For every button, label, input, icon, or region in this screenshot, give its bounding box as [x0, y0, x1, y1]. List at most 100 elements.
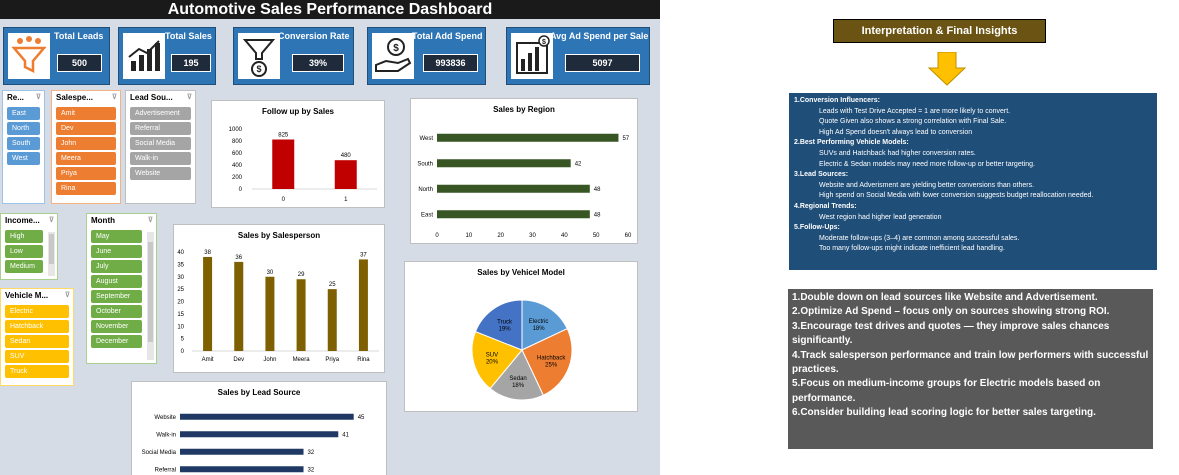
- slicer-item[interactable]: July: [91, 260, 142, 273]
- slicer-item[interactable]: May: [91, 230, 142, 243]
- insight-line: SUVs and Hatchback had higher conversion…: [819, 149, 976, 157]
- chart-followup-by-sales: 0 200 400 600 800 1000 825 0 480 1 Follow up by S…: [211, 100, 385, 208]
- y-tick-label: 0: [181, 349, 185, 355]
- slicer-item[interactable]: Rina: [56, 182, 116, 195]
- slicer-region[interactable]: Re... ⊽ East North South West: [2, 90, 45, 204]
- slicer-item[interactable]: October: [91, 305, 142, 318]
- bar: [437, 133, 619, 142]
- data-label: 30: [267, 270, 274, 276]
- clear-filter-icon[interactable]: ⊽: [111, 94, 117, 101]
- kpi-total-add-spend: $ Total Add Spend 993836: [367, 27, 486, 85]
- x-tick-label: 50: [593, 233, 600, 239]
- y-tick-label: West: [419, 136, 433, 142]
- slicer-item[interactable]: December: [91, 335, 142, 348]
- slicer-item[interactable]: Walk-in: [130, 152, 191, 165]
- recommendation-item: 5.Focus on medium-income groups for Elec…: [792, 378, 1101, 404]
- data-label: 29: [298, 272, 305, 278]
- slicer-item[interactable]: South: [7, 137, 40, 150]
- down-arrow-icon: [927, 51, 967, 91]
- y-tick-label: 600: [232, 151, 243, 157]
- x-tick-label: John: [263, 357, 276, 363]
- insight-heading: 5.Follow-Ups:: [794, 224, 840, 232]
- recommendations-box: 1.Double down on lead sources like Websi…: [788, 289, 1153, 449]
- kpi-avg-ad-spend: $ Avg Ad Spend per Sale 5097: [506, 27, 650, 85]
- clear-filter-icon[interactable]: ⊽: [48, 217, 54, 224]
- chart-sales-by-salesperson: 0 5 10 15 20 25 30 35 40 38 Amit 36 Dev 30 John 29 Meera…: [173, 224, 385, 373]
- bar: [296, 279, 306, 351]
- data-label: 38: [204, 250, 211, 256]
- slicer-item[interactable]: Priya: [56, 167, 116, 180]
- x-tick-label: 0: [435, 233, 439, 239]
- slicer-item[interactable]: Medium: [5, 260, 43, 273]
- slicer-item[interactable]: June: [91, 245, 142, 258]
- clear-filter-icon[interactable]: ⊽: [35, 94, 41, 101]
- x-tick-label: 30: [529, 233, 536, 239]
- insight-line: Electric & Sedan models may need more fo…: [819, 160, 1035, 168]
- slicer-lead-source[interactable]: Lead Sou... ⊽ Advertisement Referral Soci…: [125, 90, 196, 204]
- slicer-income[interactable]: Income... ⊽ High Low Medium: [0, 213, 58, 280]
- slicer-item[interactable]: Dev: [56, 122, 116, 135]
- y-tick-label: 30: [177, 275, 184, 281]
- slicer-item[interactable]: North: [7, 122, 40, 135]
- slicer-item[interactable]: High: [5, 230, 43, 243]
- slicer-scrollbar[interactable]: [48, 232, 55, 276]
- slicer-salesperson[interactable]: Salespe... ⊽ Amit Dev John Meera Priya Ri…: [51, 90, 121, 204]
- slicer-item[interactable]: Meera: [56, 152, 116, 165]
- bar: [358, 259, 368, 351]
- insight-line: Leads with Test Drive Accepted = 1 are m…: [819, 107, 1011, 115]
- slicer-item[interactable]: Hatchback: [5, 320, 69, 333]
- slicer-item[interactable]: Advertisement: [130, 107, 191, 120]
- slicer-title: Income...: [5, 216, 40, 225]
- slicer-item[interactable]: John: [56, 137, 116, 150]
- recommendation-item: 4.Track salesperson performance and trai…: [792, 349, 1149, 376]
- data-label: 480: [341, 153, 352, 159]
- y-tick-label: 1000: [229, 127, 243, 133]
- slicer-item[interactable]: Sedan: [5, 335, 69, 348]
- bar-growth-icon: [123, 33, 165, 79]
- slicer-item[interactable]: Low: [5, 245, 43, 258]
- leadsource-chart-svg: 45 Website 41 Walk-in 32 Social Media 32 Referr…: [142, 413, 365, 473]
- slicer-month[interactable]: Month ⊽ May June July August September Oc…: [86, 213, 157, 364]
- data-label: 42: [575, 161, 582, 167]
- hand-money-icon: $: [372, 33, 414, 79]
- insight-heading: 4.Regional Trends:: [794, 202, 857, 210]
- clear-filter-icon[interactable]: ⊽: [186, 94, 192, 101]
- clear-filter-icon[interactable]: ⊽: [147, 217, 153, 224]
- y-tick-label: 20: [177, 300, 184, 306]
- slice-percent: 18%: [533, 326, 546, 332]
- clear-filter-icon[interactable]: ⊽: [64, 292, 70, 299]
- chart-title: Sales by Region: [493, 105, 555, 114]
- slicer-item[interactable]: Electric: [5, 305, 69, 318]
- slicer-item[interactable]: September: [91, 290, 142, 303]
- slicer-item[interactable]: Social Media: [130, 137, 191, 150]
- y-tick-label: 40: [177, 250, 184, 256]
- followup-chart-svg: 0 200 400 600 800 1000 825 0 480 1: [229, 127, 377, 203]
- data-label: 37: [360, 252, 367, 258]
- bar: [272, 139, 295, 189]
- slicer-vehicle-model[interactable]: Vehicle M... ⊽ Electric Hatchback Sedan S…: [0, 288, 74, 386]
- slicer-item[interactable]: November: [91, 320, 142, 333]
- slicer-item[interactable]: Amit: [56, 107, 116, 120]
- chart-title: Follow up by Sales: [261, 107, 334, 116]
- bar: [334, 160, 357, 189]
- slicer-item[interactable]: SUV: [5, 350, 69, 363]
- kpi-value: 993836: [423, 54, 478, 72]
- bar: [437, 159, 571, 168]
- slicer-item[interactable]: West: [7, 152, 40, 165]
- slice-label: Truck: [497, 319, 513, 325]
- data-label: 48: [594, 187, 601, 193]
- dashboard-panel: Automotive Sales Performance Dashboard T…: [0, 0, 660, 475]
- y-tick-label: East: [421, 212, 433, 218]
- slicer-scrollbar[interactable]: [147, 232, 154, 360]
- slicer-item[interactable]: East: [7, 107, 40, 120]
- slicer-item[interactable]: August: [91, 275, 142, 288]
- slicer-item[interactable]: Website: [130, 167, 191, 180]
- bar: [180, 448, 304, 455]
- slicer-item[interactable]: Referral: [130, 122, 191, 135]
- y-tick-label: Walk-in: [156, 432, 176, 438]
- data-label: 825: [278, 133, 289, 139]
- chart-sales-by-vehicle-model: Electric 18% Hatchback 25% Sedan 18% SUV 20% Tru…: [404, 261, 638, 412]
- slicer-title: Vehicle M...: [5, 291, 49, 300]
- funnel-people-icon: [8, 33, 50, 79]
- slicer-item[interactable]: Truck: [5, 365, 69, 378]
